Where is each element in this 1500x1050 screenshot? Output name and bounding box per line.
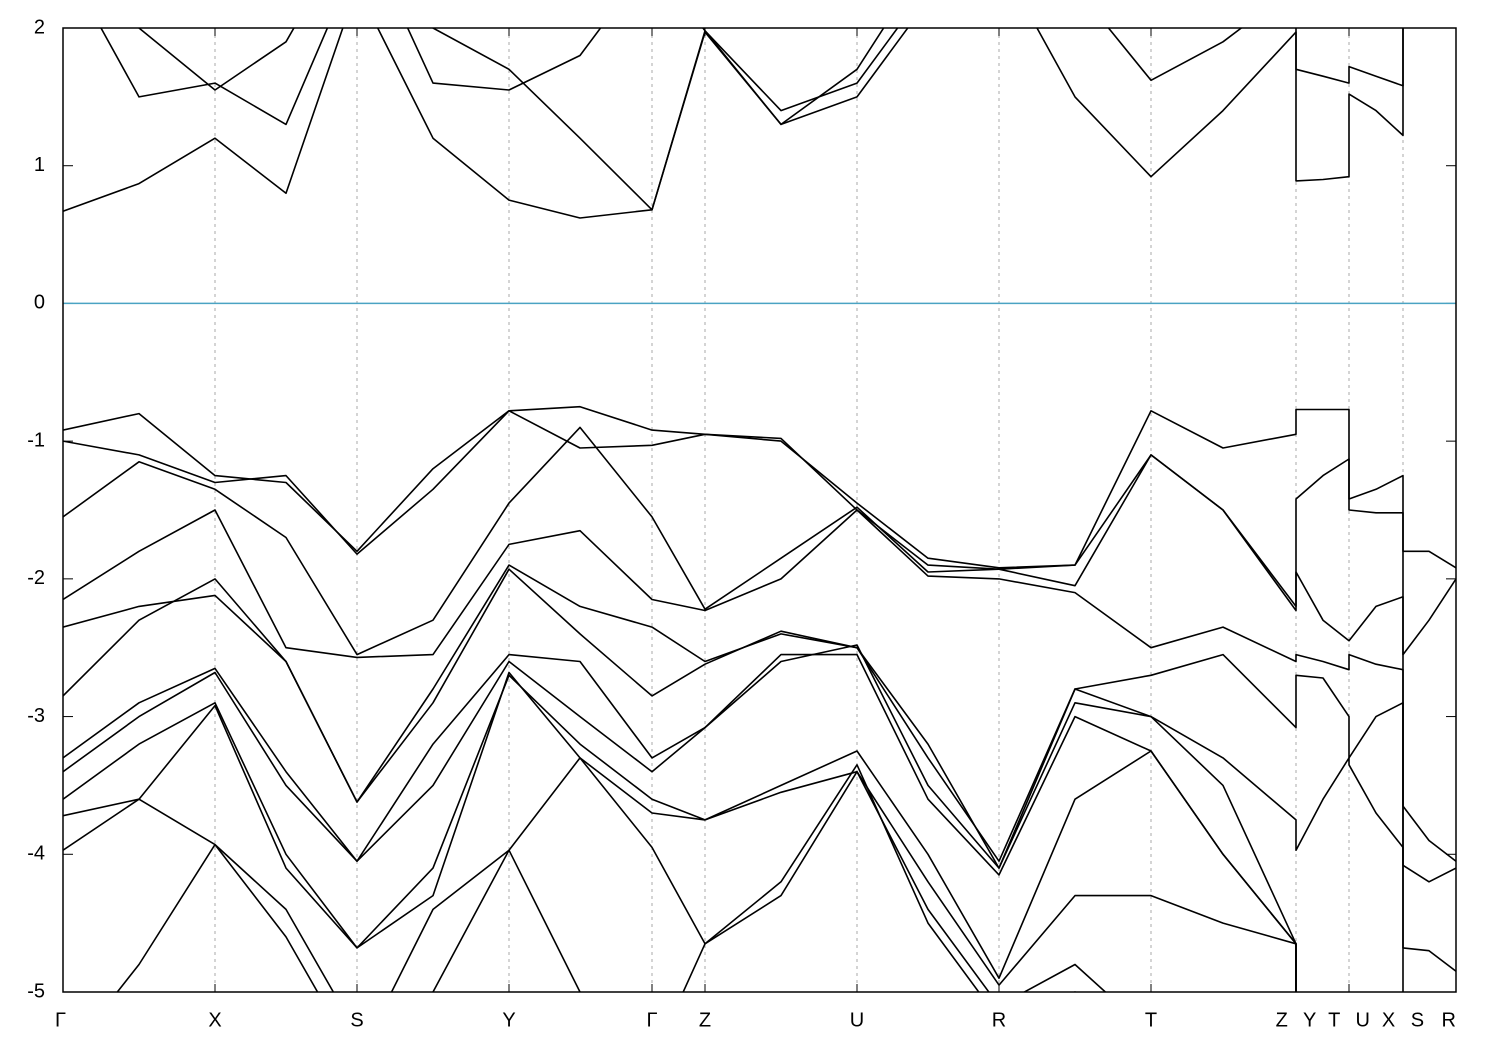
x-tick-label: Y: [502, 1009, 515, 1031]
y-tick-label: -3: [27, 705, 45, 727]
y-tick-label: 1: [34, 154, 45, 176]
y-tick-label: -5: [27, 980, 45, 1002]
band-line: [63, 426, 1456, 862]
x-tick-label: S: [350, 1009, 363, 1031]
x-tick-label: T U: [1328, 1009, 1370, 1031]
band-line: [138, 28, 909, 126]
x-tick-label: Γ: [55, 1009, 66, 1031]
x-tick-label: U: [850, 1009, 864, 1031]
x-tick-label: R: [992, 1009, 1006, 1031]
band-line: [63, 653, 1297, 992]
x-tick-label: T: [1145, 1009, 1157, 1031]
band-line: [63, 671, 1297, 992]
y-tick-label: 0: [34, 292, 45, 314]
y-tick-label: -4: [27, 843, 45, 865]
band-line: [63, 28, 1404, 219]
x-tick-label: Γ: [646, 1009, 657, 1031]
plot-area: [63, 28, 1456, 992]
plot-border: [62, 27, 1457, 993]
x-tick-label: Z: [699, 1009, 711, 1031]
band-line: [63, 757, 1107, 992]
band-line: [116, 764, 1077, 992]
y-tick-label: -1: [27, 429, 45, 451]
band-line: [63, 564, 1456, 972]
x-tick-label: X S: [1382, 1009, 1424, 1031]
band-line: [100, 28, 1404, 211]
x-tick-label: R: [1442, 1009, 1456, 1031]
band-line: [63, 405, 1456, 569]
x-tick-label: Z Y: [1276, 1009, 1317, 1031]
y-tick-label: -2: [27, 567, 45, 589]
x-tick-label: X: [208, 1009, 221, 1031]
band-line: [63, 509, 1456, 883]
y-tick-label: 2: [34, 16, 45, 38]
